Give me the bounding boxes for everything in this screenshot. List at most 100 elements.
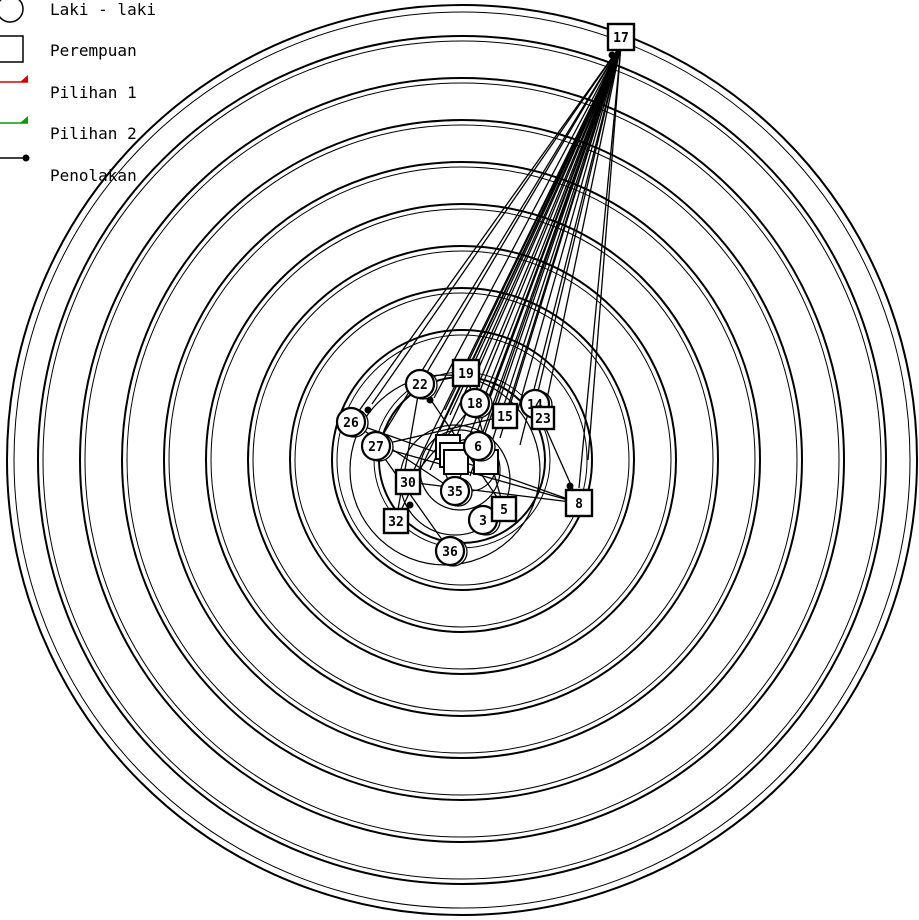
node-square bbox=[490, 495, 518, 523]
legend-female-label: Perempuan bbox=[50, 41, 137, 60]
node-label: 22 bbox=[412, 378, 428, 393]
node-label: 26 bbox=[343, 416, 359, 431]
relation-line bbox=[433, 44, 622, 399]
node-circle bbox=[404, 368, 436, 400]
node-square bbox=[394, 468, 422, 496]
node-square bbox=[606, 22, 636, 52]
node-label: 30 bbox=[400, 476, 416, 491]
node-male-9: 36 bbox=[434, 535, 468, 567]
node-label: 15 bbox=[497, 410, 513, 425]
relation-line bbox=[499, 44, 622, 439]
overlapped-node bbox=[443, 449, 469, 475]
relation-line bbox=[474, 44, 622, 404]
relation-line bbox=[371, 44, 622, 405]
relation-line bbox=[407, 44, 622, 483]
node-circle bbox=[439, 475, 471, 507]
ring-18 bbox=[37, 35, 887, 885]
node-square bbox=[451, 358, 481, 388]
relation-line bbox=[375, 415, 506, 447]
node-square bbox=[530, 405, 556, 431]
relation-line bbox=[395, 383, 421, 522]
node-female-3: 23 bbox=[530, 405, 556, 431]
relation-line bbox=[375, 445, 451, 552]
node-label: 3 bbox=[479, 514, 487, 529]
node-male-6: 6 bbox=[462, 430, 496, 462]
ring-17 bbox=[42, 40, 882, 880]
ring-15 bbox=[84, 82, 840, 838]
node-circle bbox=[459, 387, 491, 419]
relation-line bbox=[395, 372, 467, 522]
node-circle bbox=[462, 430, 494, 462]
ring-3 bbox=[336, 334, 588, 586]
node-label: 32 bbox=[388, 515, 404, 530]
node-female-5: 32 bbox=[382, 507, 410, 535]
relation-line bbox=[578, 44, 622, 489]
ring-20 bbox=[6, 4, 918, 916]
node-female-4: 30 bbox=[394, 468, 422, 496]
node-square bbox=[564, 488, 594, 518]
node-circle bbox=[335, 406, 367, 438]
node-label: 18 bbox=[467, 397, 483, 412]
node-female-8: 17 bbox=[606, 22, 636, 52]
relation-line bbox=[350, 44, 622, 423]
ring-11 bbox=[168, 166, 756, 754]
node-male-5: 27 bbox=[360, 430, 394, 462]
ring-14 bbox=[121, 119, 803, 801]
node-male-1: 22 bbox=[404, 368, 438, 400]
relation-line bbox=[461, 44, 622, 456]
node-label: 27 bbox=[368, 440, 384, 455]
legend-choice2-label: Pilihan 2 bbox=[50, 124, 137, 143]
node-female-6: 5 bbox=[490, 495, 518, 523]
node-male-4: 26 bbox=[335, 406, 369, 438]
node-label: 19 bbox=[458, 367, 474, 382]
relation-line bbox=[542, 44, 622, 419]
rejection-dot bbox=[406, 501, 414, 509]
ring-7 bbox=[252, 250, 672, 670]
node-circle bbox=[360, 430, 392, 462]
node-label: 36 bbox=[442, 545, 458, 560]
ring-12 bbox=[163, 161, 761, 759]
relation-line bbox=[534, 44, 622, 405]
relation-line bbox=[519, 44, 622, 446]
rejection-dot bbox=[566, 482, 574, 490]
legend: Laki - laki Perempuan Pilihan 1 Pilihan … bbox=[0, 0, 156, 185]
ring-6 bbox=[289, 287, 635, 633]
relation-line bbox=[514, 44, 622, 421]
legend-male-label: Laki - laki bbox=[50, 0, 156, 19]
node-label: 17 bbox=[613, 31, 629, 46]
rejection-dot bbox=[608, 51, 616, 59]
relation-line bbox=[419, 44, 622, 385]
legend-choice1-label: Pilihan 1 bbox=[50, 83, 137, 102]
ring-16 bbox=[79, 77, 845, 843]
node-male-7: 35 bbox=[439, 475, 473, 507]
legend-female-symbol bbox=[0, 35, 24, 63]
ring-13 bbox=[126, 124, 798, 796]
node-male-2: 18 bbox=[459, 387, 493, 419]
node-female-7: 8 bbox=[564, 488, 594, 518]
legend-rejection-symbol bbox=[0, 154, 30, 162]
node-female-2: 15 bbox=[491, 402, 519, 430]
node-label: 6 bbox=[474, 440, 482, 455]
relation-line bbox=[454, 44, 622, 441]
node-female-1: 19 bbox=[451, 358, 481, 388]
legend-choice1-symbol bbox=[0, 75, 28, 83]
concentric-rings bbox=[6, 4, 918, 916]
node-label: 5 bbox=[500, 503, 508, 518]
legend-male-symbol bbox=[0, 0, 24, 23]
legend-rejection-label: Penolakan bbox=[50, 166, 137, 185]
ring-8 bbox=[247, 245, 677, 675]
rejection-dot bbox=[364, 406, 372, 414]
ring-19 bbox=[13, 11, 911, 909]
node-label: 23 bbox=[535, 412, 551, 427]
node-label: 35 bbox=[447, 485, 463, 500]
legend-choice2-symbol bbox=[0, 116, 28, 124]
node-circle bbox=[434, 535, 466, 567]
ring-10 bbox=[205, 203, 719, 717]
node-label: 8 bbox=[575, 497, 583, 512]
relation-line bbox=[485, 44, 622, 461]
relation-line bbox=[449, 44, 622, 416]
node-square bbox=[491, 402, 519, 430]
relation-line bbox=[587, 44, 622, 461]
